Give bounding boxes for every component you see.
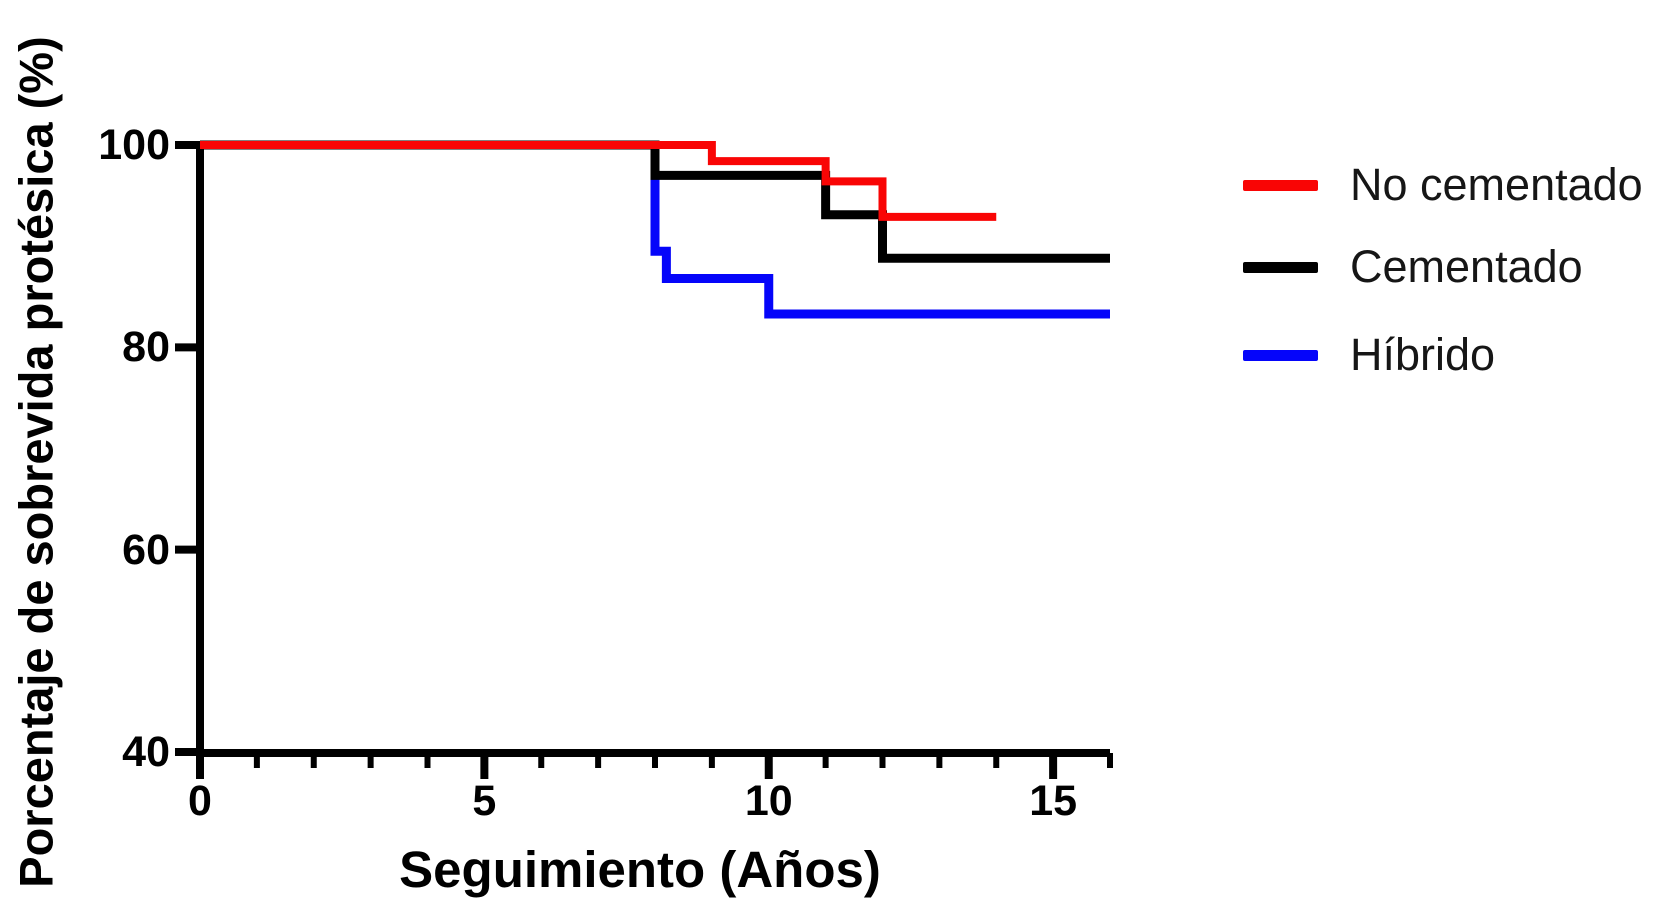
series-line-no-cementado xyxy=(200,140,997,221)
legend-label: No cementado xyxy=(1350,159,1643,210)
series-line-cementado xyxy=(200,140,1110,263)
x-tick-label: 5 xyxy=(472,777,497,825)
y-tick-label: 40 xyxy=(122,728,170,776)
legend: No cementado Cementado Híbrido xyxy=(1243,0,1673,450)
x-tick-label: 0 xyxy=(188,777,212,825)
legend-item-cementado: Cementado xyxy=(1243,241,1583,292)
legend-swatch-blue-line-icon xyxy=(1243,349,1318,361)
legend-item-hibrido: Híbrido xyxy=(1243,329,1496,380)
x-tick-label: 15 xyxy=(1029,777,1078,825)
y-tick-label: 100 xyxy=(98,120,170,169)
x-tick-label: 10 xyxy=(744,777,793,825)
x-axis-title: Seguimiento (Años) xyxy=(399,841,881,898)
legend-swatch-red-line-icon xyxy=(1243,179,1318,191)
y-tick-label: 80 xyxy=(122,323,170,372)
legend-label: Cementado xyxy=(1350,241,1583,292)
y-axis-title: Porcentaje de sobrevida protésica (%) xyxy=(9,36,63,888)
legend-label: Híbrido xyxy=(1350,329,1496,380)
y-tick-label: 60 xyxy=(122,525,170,574)
legend-swatch-black-line-icon xyxy=(1243,261,1318,273)
legend-item-no-cementado: No cementado xyxy=(1243,159,1643,210)
